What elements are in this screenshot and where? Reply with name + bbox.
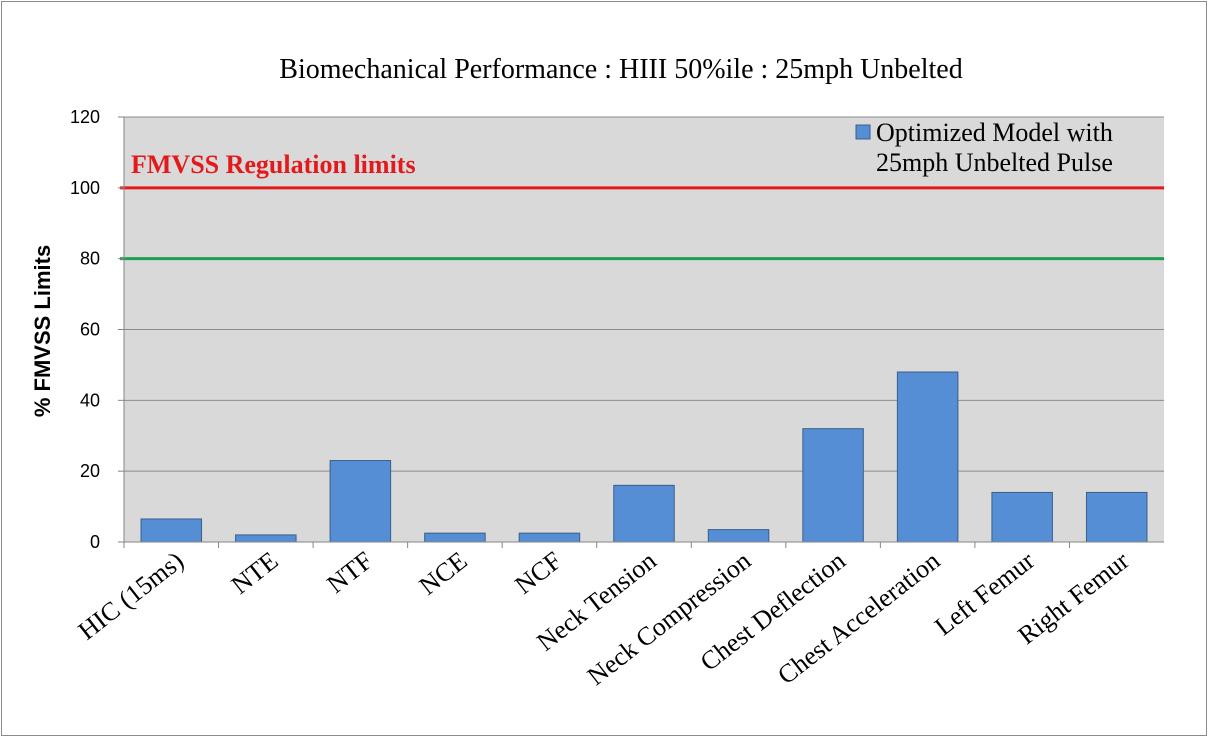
bar-left-femur [991, 491, 1053, 543]
x-tick-label: NCE [414, 546, 473, 601]
y-tick-label: 20 [80, 461, 100, 481]
x-tick-label: HIC (15ms) [73, 546, 189, 646]
bar-neck-compression [707, 529, 770, 543]
bar-nce [424, 532, 486, 543]
x-tick-label: NCF [509, 546, 567, 600]
bar-neck-tension [613, 484, 675, 543]
y-tick-label: 80 [80, 249, 100, 269]
x-tick-label: NTE [226, 546, 284, 600]
x-tick-label: Neck Compression [582, 546, 756, 691]
bar-chest-deflection [802, 428, 864, 543]
chart-title: Biomechanical Performance : HIII 50%ile … [279, 54, 962, 85]
bar-nte [235, 534, 297, 543]
bar-ncf [518, 532, 581, 543]
bar-chest-acceleration [896, 371, 959, 543]
y-tick-label: 0 [90, 532, 100, 552]
y-tick-label: 100 [70, 178, 100, 198]
bar-hic-15ms [140, 518, 203, 543]
y-tick-label: 40 [80, 390, 100, 410]
y-axis-label: % FMVSS Limits [30, 245, 55, 417]
bar-ntf [329, 460, 392, 543]
x-tick-label: NTF [321, 546, 378, 599]
legend-label-line-2: 25mph Unbelted Pulse [876, 148, 1113, 177]
legend-label-line-1: Optimized Model with [876, 118, 1113, 147]
legend: Optimized Model with 25mph Unbelted Puls… [855, 118, 1113, 177]
x-tick-label: Chest Acceleration [772, 546, 945, 690]
y-tick-label: 120 [70, 107, 100, 127]
legend-swatch [855, 124, 871, 140]
regulation-limits-annotation: FMVSS Regulation limits [131, 150, 416, 179]
bar-right-femur [1085, 491, 1148, 543]
y-tick-label: 60 [80, 320, 100, 340]
